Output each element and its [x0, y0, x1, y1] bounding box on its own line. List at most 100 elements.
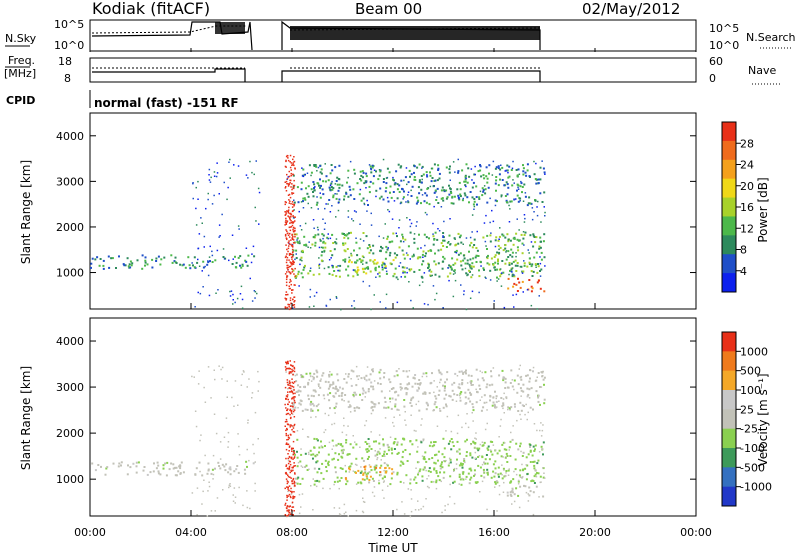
echo-cell	[466, 262, 469, 265]
echo-cell	[443, 456, 446, 459]
echo-cell	[315, 203, 318, 206]
echo-cell	[323, 228, 326, 230]
echo-cell	[290, 448, 293, 450]
echo-cell	[333, 507, 336, 509]
echo-cell	[519, 442, 522, 445]
echo-cell	[408, 281, 410, 283]
echo-cell	[354, 463, 357, 466]
echo-cell	[285, 369, 287, 371]
echo-cell	[540, 435, 543, 437]
echo-cell	[170, 254, 173, 257]
echo-cell	[179, 472, 182, 475]
echo-cell	[237, 225, 240, 227]
echo-cell	[498, 173, 501, 176]
echo-cell	[299, 258, 302, 261]
echo-cell	[449, 461, 452, 464]
echo-cell	[284, 273, 287, 275]
echo-cell	[358, 407, 361, 410]
echo-cell	[531, 218, 534, 221]
echo-cell	[288, 468, 290, 471]
echo-cell	[254, 206, 256, 209]
echo-cell	[353, 269, 356, 272]
echo-cell	[289, 297, 292, 299]
echo-cell	[203, 246, 205, 248]
colorbar-segment	[722, 197, 736, 217]
echo-cell	[393, 448, 396, 450]
echo-cell	[331, 384, 333, 386]
echo-cell	[381, 489, 384, 491]
echo-cell	[392, 176, 394, 179]
echo-cell	[434, 231, 437, 234]
echo-cell	[391, 468, 394, 471]
colorbar-segment	[722, 235, 736, 255]
echo-cell	[336, 390, 339, 392]
echo-cell	[195, 207, 197, 210]
echo-cell	[537, 182, 540, 185]
echo-cell	[192, 182, 194, 184]
echo-cell	[435, 479, 438, 482]
echo-cell	[393, 442, 396, 445]
echo-cell	[524, 217, 526, 220]
echo-cell	[398, 265, 400, 267]
echo-cell	[293, 160, 296, 163]
echo-cell	[373, 405, 376, 408]
echo-cell	[312, 395, 315, 398]
echo-cell	[286, 420, 288, 423]
echo-cell	[288, 170, 290, 173]
echo-cell	[360, 259, 363, 262]
echo-cell	[372, 244, 375, 247]
echo-cell	[321, 246, 324, 249]
echo-cell	[214, 510, 216, 512]
echo-cell	[234, 266, 237, 269]
echo-cell	[368, 185, 371, 188]
echo-cell	[313, 187, 315, 190]
echo-cell	[384, 455, 386, 457]
echo-cell	[313, 183, 316, 186]
echo-cell	[403, 513, 406, 515]
echo-cell	[418, 509, 420, 511]
echo-cell	[528, 397, 531, 399]
echo-cell	[295, 233, 298, 236]
echo-cell	[470, 267, 473, 270]
echo-cell	[445, 189, 448, 192]
echo-cell	[403, 438, 406, 441]
echo-cell	[345, 268, 348, 271]
echo-cell	[360, 199, 363, 202]
echo-cell	[464, 178, 467, 181]
echo-cell	[512, 489, 514, 491]
echo-cell	[437, 450, 440, 453]
echo-cell	[405, 370, 408, 373]
echo-cell	[285, 281, 288, 284]
colorbar-tick-label: 25	[740, 403, 754, 416]
echo-cell	[409, 482, 412, 485]
echo-cell	[453, 467, 456, 470]
echo-cell	[465, 454, 468, 457]
echo-cell	[291, 370, 293, 373]
echo-cell	[364, 396, 366, 398]
echo-cell	[401, 266, 404, 269]
echo-cell	[429, 171, 431, 174]
echo-cell	[491, 383, 494, 386]
echo-cell	[525, 403, 527, 406]
echo-cell	[494, 482, 497, 485]
echo-cell	[520, 180, 522, 183]
echo-cell	[321, 374, 324, 377]
echo-cell	[206, 472, 209, 475]
echo-cell	[478, 198, 481, 200]
echo-cell	[528, 252, 530, 254]
echo-cell	[533, 173, 536, 176]
echo-cell	[307, 246, 309, 248]
echo-cell	[497, 278, 500, 280]
echo-cell	[332, 187, 335, 190]
echo-cell	[474, 442, 477, 445]
echo-cell	[480, 265, 482, 267]
echo-cell	[307, 202, 309, 205]
power-echoes	[90, 154, 546, 311]
echo-cell	[310, 375, 312, 378]
echo-cell	[527, 202, 530, 205]
echo-cell	[439, 408, 441, 410]
echo-cell	[166, 461, 169, 464]
echo-cell	[487, 186, 490, 189]
echo-cell	[505, 258, 508, 261]
